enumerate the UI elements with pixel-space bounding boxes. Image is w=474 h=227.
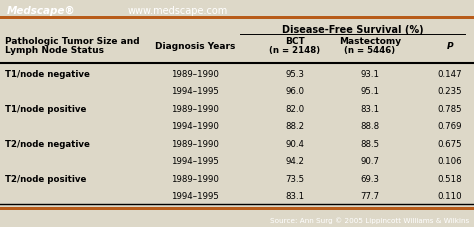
Text: T1/node positive: T1/node positive bbox=[5, 105, 86, 114]
Text: Source: Ann Surg © 2005 Lippincott Williams & Wilkins: Source: Ann Surg © 2005 Lippincott Willi… bbox=[270, 217, 469, 223]
Text: 0.147: 0.147 bbox=[438, 70, 462, 79]
Text: Diagnosis Years: Diagnosis Years bbox=[155, 42, 235, 51]
Text: 0.110: 0.110 bbox=[438, 192, 462, 201]
Text: 94.2: 94.2 bbox=[285, 157, 304, 166]
Bar bbox=[0, 17, 474, 20]
Text: 69.3: 69.3 bbox=[361, 174, 380, 183]
Text: 1989–1990: 1989–1990 bbox=[171, 139, 219, 148]
Text: 0.785: 0.785 bbox=[438, 105, 462, 114]
Text: 83.1: 83.1 bbox=[285, 192, 305, 201]
Text: T2/node positive: T2/node positive bbox=[5, 174, 86, 183]
Text: BCT: BCT bbox=[285, 37, 305, 46]
Text: 88.2: 88.2 bbox=[285, 122, 305, 131]
Text: 88.8: 88.8 bbox=[360, 122, 380, 131]
Text: Disease-Free Survival (%): Disease-Free Survival (%) bbox=[282, 25, 423, 35]
Text: 90.7: 90.7 bbox=[361, 157, 380, 166]
Text: 1989–1990: 1989–1990 bbox=[171, 174, 219, 183]
Text: 1994–1995: 1994–1995 bbox=[171, 192, 219, 201]
Text: 83.1: 83.1 bbox=[360, 105, 380, 114]
Text: T2/node negative: T2/node negative bbox=[5, 139, 90, 148]
Text: 93.1: 93.1 bbox=[361, 70, 380, 79]
Text: 96.0: 96.0 bbox=[285, 87, 304, 96]
Text: 82.0: 82.0 bbox=[285, 105, 305, 114]
Text: 77.7: 77.7 bbox=[360, 192, 380, 201]
Text: Pathologic Tumor Size and: Pathologic Tumor Size and bbox=[5, 37, 140, 46]
Text: 1989–1990: 1989–1990 bbox=[171, 70, 219, 79]
Text: 1994–1995: 1994–1995 bbox=[171, 87, 219, 96]
Text: 1994–1990: 1994–1990 bbox=[171, 122, 219, 131]
Text: T1/node negative: T1/node negative bbox=[5, 70, 90, 79]
Text: 0.769: 0.769 bbox=[438, 122, 462, 131]
Text: P: P bbox=[447, 42, 453, 51]
Text: Medscape®: Medscape® bbox=[7, 6, 76, 16]
Text: www.medscape.com: www.medscape.com bbox=[128, 6, 228, 16]
Text: 0.106: 0.106 bbox=[438, 157, 462, 166]
Text: 0.235: 0.235 bbox=[438, 87, 462, 96]
Text: Mastectomy: Mastectomy bbox=[339, 37, 401, 46]
Text: 90.4: 90.4 bbox=[285, 139, 304, 148]
Text: Lymph Node Status: Lymph Node Status bbox=[5, 46, 104, 55]
Text: 1989–1990: 1989–1990 bbox=[171, 105, 219, 114]
Text: 0.518: 0.518 bbox=[438, 174, 462, 183]
Text: 88.5: 88.5 bbox=[360, 139, 380, 148]
Text: 95.3: 95.3 bbox=[285, 70, 304, 79]
Text: 0.675: 0.675 bbox=[438, 139, 462, 148]
Text: (n = 5446): (n = 5446) bbox=[345, 46, 396, 55]
Text: 95.1: 95.1 bbox=[361, 87, 380, 96]
Text: 73.5: 73.5 bbox=[285, 174, 305, 183]
Text: 1994–1995: 1994–1995 bbox=[171, 157, 219, 166]
Bar bbox=[0, 207, 474, 210]
Text: (n = 2148): (n = 2148) bbox=[269, 46, 320, 55]
